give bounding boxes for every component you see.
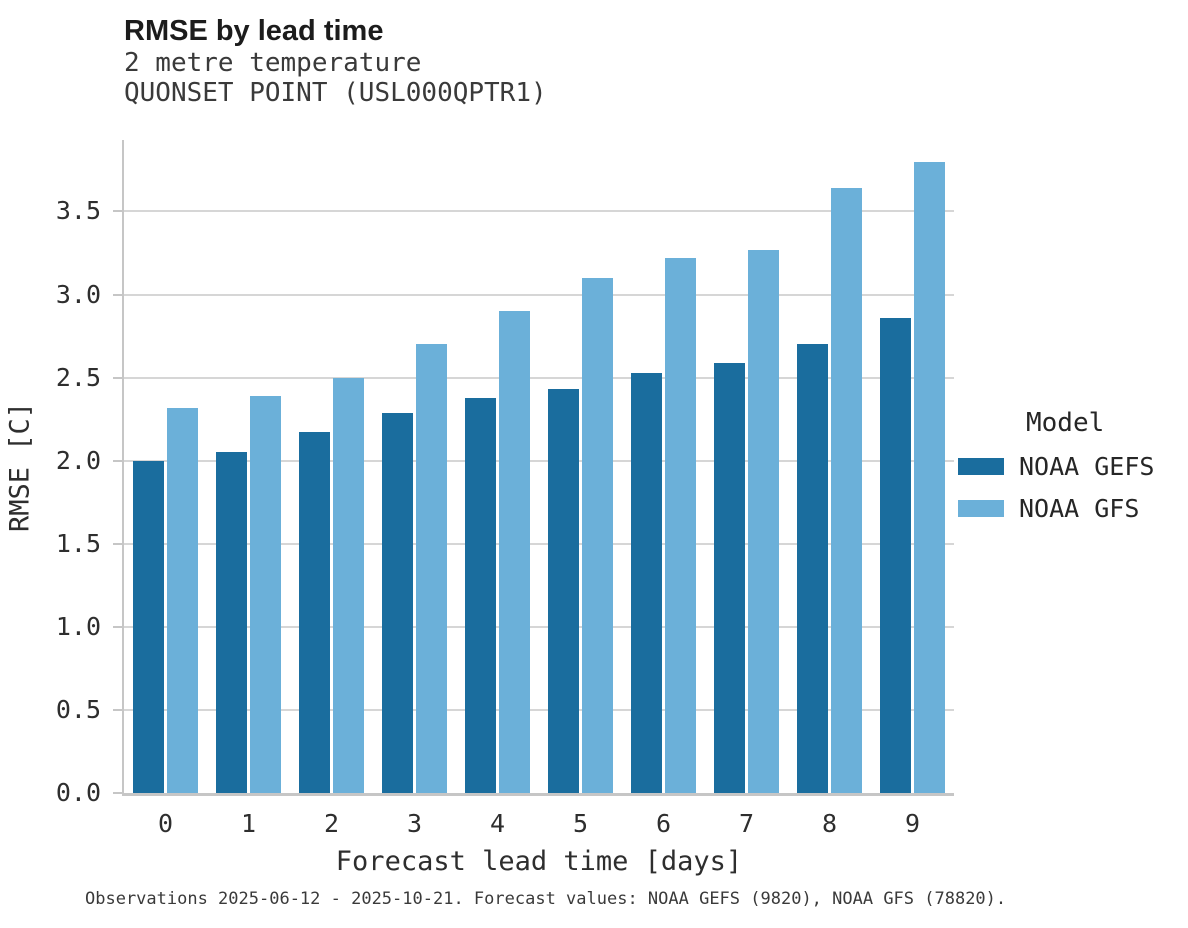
bar-noaa-gfs xyxy=(582,277,613,793)
y-tick xyxy=(113,708,122,711)
y-tick xyxy=(113,625,122,628)
bar-noaa-gefs xyxy=(216,452,247,793)
legend-item: NOAA GFS xyxy=(958,494,1154,523)
x-tick-label: 9 xyxy=(904,809,921,838)
bar-noaa-gfs xyxy=(250,395,281,793)
x-tick-label: 7 xyxy=(738,809,755,838)
bar-noaa-gfs xyxy=(665,257,696,793)
y-tick xyxy=(113,542,122,545)
gridline xyxy=(124,293,954,296)
bar-noaa-gefs xyxy=(631,372,662,793)
y-tick-label: 1.0 xyxy=(55,611,101,641)
y-tick-label: 3.5 xyxy=(55,196,101,226)
legend: Model NOAA GEFS NOAA GFS xyxy=(958,408,1154,536)
x-tick-label: 6 xyxy=(655,809,672,838)
legend-label: NOAA GEFS xyxy=(1019,452,1155,481)
y-tick xyxy=(113,459,122,462)
y-tick xyxy=(113,210,122,213)
y-tick-label: 1.5 xyxy=(55,528,101,558)
gridline xyxy=(124,459,954,462)
bar-noaa-gfs xyxy=(167,407,198,793)
legend-swatch-icon xyxy=(958,458,1004,475)
y-tick xyxy=(113,293,122,296)
bar-noaa-gfs xyxy=(416,344,447,793)
gridline xyxy=(124,376,954,379)
legend-item: NOAA GEFS xyxy=(958,452,1154,481)
bar-noaa-gefs xyxy=(133,460,164,793)
bar-noaa-gfs xyxy=(831,188,862,793)
bar-noaa-gfs xyxy=(499,311,530,793)
bar-noaa-gfs xyxy=(748,249,779,793)
y-tick-label: 2.5 xyxy=(55,362,101,392)
header: RMSE by lead time 2 metre temperature QU… xyxy=(124,14,547,108)
plot-area: RMSE [C] Forecast lead time [days] 0.0 0.… xyxy=(5,140,954,877)
chart-subtitle: 2 metre temperature xyxy=(124,48,422,78)
legend-title: Model xyxy=(1026,408,1105,438)
x-tick-label: 4 xyxy=(489,809,506,838)
chart-title: RMSE by lead time xyxy=(124,15,384,47)
bar-noaa-gefs xyxy=(382,412,413,793)
x-tick-label: 0 xyxy=(157,809,174,838)
bar-noaa-gefs xyxy=(797,344,828,793)
chart-station: QUONSET POINT (USL000QPTR1) xyxy=(124,78,547,108)
y-tick-label: 0.0 xyxy=(55,778,101,807)
x-tick-label: 1 xyxy=(240,809,257,838)
bar-noaa-gfs xyxy=(333,377,364,793)
gridline xyxy=(124,708,954,711)
y-tick-label: 0.5 xyxy=(55,694,101,724)
caption: Observations 2025-06-12 - 2025-10-21. Fo… xyxy=(85,889,1007,909)
x-tick-label: 2 xyxy=(323,809,340,838)
gridline xyxy=(124,625,954,628)
bar-noaa-gfs xyxy=(914,161,945,793)
y-tick xyxy=(113,376,122,379)
x-tick-label: 3 xyxy=(406,809,423,838)
gridline xyxy=(124,210,954,213)
y-tick-label: 2.0 xyxy=(55,445,101,475)
legend-swatch-icon xyxy=(958,500,1004,517)
y-tick xyxy=(113,792,122,794)
bar-noaa-gefs xyxy=(548,389,579,793)
gridline xyxy=(124,542,954,545)
legend-label: NOAA GFS xyxy=(1019,494,1140,523)
x-axis-label: Forecast lead time [days] xyxy=(335,846,743,877)
x-tick-label: 8 xyxy=(821,809,838,838)
bar-noaa-gefs xyxy=(465,397,496,793)
y-tick-label: 3.0 xyxy=(55,279,101,309)
bar-noaa-gefs xyxy=(880,317,911,793)
bar-noaa-gefs xyxy=(714,362,745,793)
x-tick-label: 5 xyxy=(572,809,589,838)
bar-noaa-gefs xyxy=(299,432,330,793)
